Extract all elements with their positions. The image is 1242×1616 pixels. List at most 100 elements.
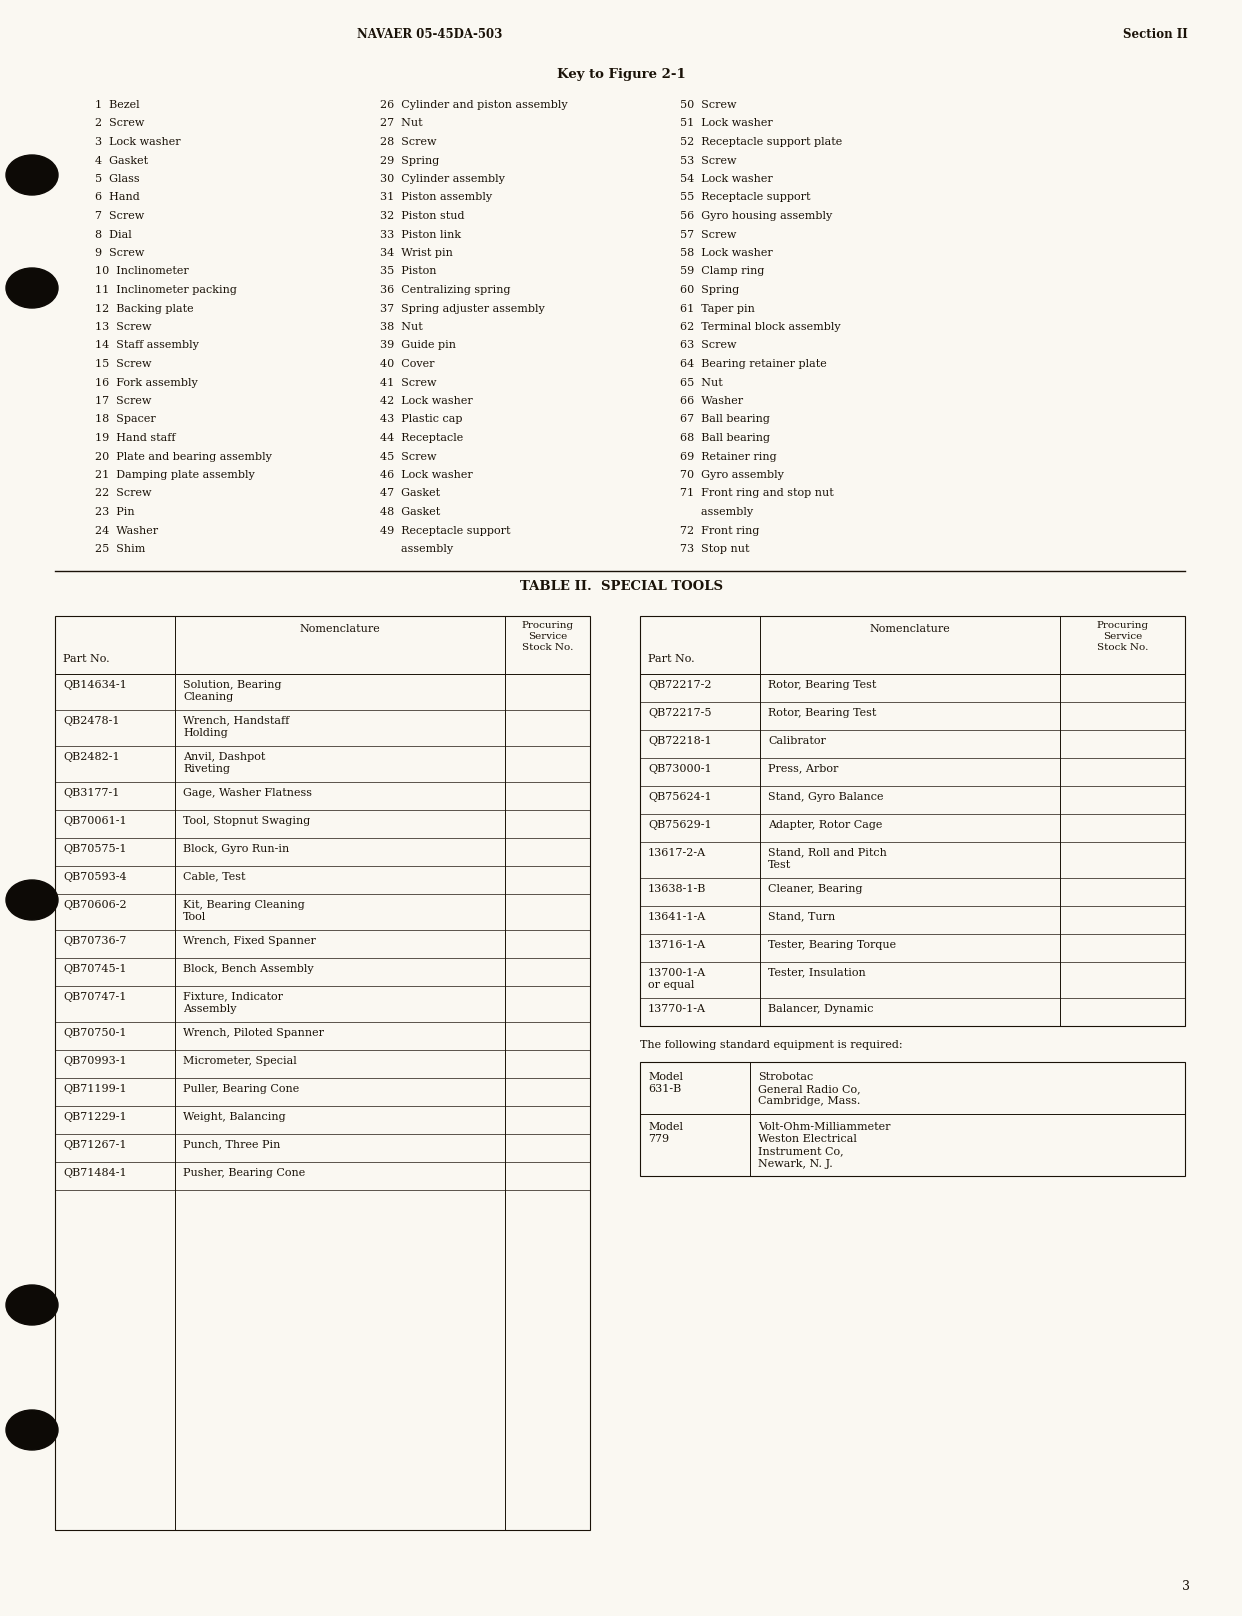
Text: 17  Screw: 17 Screw bbox=[94, 396, 152, 406]
Text: Stand, Turn: Stand, Turn bbox=[768, 911, 836, 921]
Text: 72  Front ring: 72 Front ring bbox=[681, 525, 759, 535]
Text: QB14634-1: QB14634-1 bbox=[63, 679, 127, 690]
Text: Tester, Insulation: Tester, Insulation bbox=[768, 968, 866, 978]
Text: 3: 3 bbox=[1182, 1580, 1190, 1593]
Text: 58  Lock washer: 58 Lock washer bbox=[681, 247, 773, 259]
Text: 50  Screw: 50 Screw bbox=[681, 100, 737, 110]
Text: Micrometer, Special: Micrometer, Special bbox=[183, 1055, 297, 1065]
Text: 67  Ball bearing: 67 Ball bearing bbox=[681, 414, 770, 425]
Text: QB70736-7: QB70736-7 bbox=[63, 936, 127, 945]
Text: QB70750-1: QB70750-1 bbox=[63, 1028, 127, 1037]
Text: 10  Inclinometer: 10 Inclinometer bbox=[94, 267, 189, 276]
Text: 13641-1-A: 13641-1-A bbox=[648, 911, 707, 921]
Text: QB70993-1: QB70993-1 bbox=[63, 1055, 127, 1065]
Text: 8  Dial: 8 Dial bbox=[94, 229, 132, 239]
Text: 39  Guide pin: 39 Guide pin bbox=[380, 341, 456, 351]
Text: 30  Cylinder assembly: 30 Cylinder assembly bbox=[380, 175, 505, 184]
Text: QB70606-2: QB70606-2 bbox=[63, 900, 127, 910]
Text: 20  Plate and bearing assembly: 20 Plate and bearing assembly bbox=[94, 451, 272, 462]
Text: 40  Cover: 40 Cover bbox=[380, 359, 435, 368]
Text: 33  Piston link: 33 Piston link bbox=[380, 229, 461, 239]
Text: assembly: assembly bbox=[681, 507, 753, 517]
Text: QB2478-1: QB2478-1 bbox=[63, 716, 119, 726]
Text: Cable, Test: Cable, Test bbox=[183, 871, 246, 881]
Text: Rotor, Bearing Test: Rotor, Bearing Test bbox=[768, 708, 877, 718]
Text: NAVAER 05-45DA-503: NAVAER 05-45DA-503 bbox=[358, 27, 503, 40]
Text: 73  Stop nut: 73 Stop nut bbox=[681, 545, 749, 554]
Bar bbox=[640, 616, 1185, 1026]
Text: 46  Lock washer: 46 Lock washer bbox=[380, 470, 473, 480]
Text: 3  Lock washer: 3 Lock washer bbox=[94, 137, 180, 147]
Text: 25  Shim: 25 Shim bbox=[94, 545, 145, 554]
Text: Kit, Bearing Cleaning
Tool: Kit, Bearing Cleaning Tool bbox=[183, 900, 304, 921]
Text: Press, Arbor: Press, Arbor bbox=[768, 763, 838, 774]
Text: assembly: assembly bbox=[380, 545, 453, 554]
Text: QB72217-5: QB72217-5 bbox=[648, 708, 712, 718]
Text: Volt-Ohm-Milliammeter
Weston Electrical
Instrument Co,
Newark, N. J.: Volt-Ohm-Milliammeter Weston Electrical … bbox=[758, 1122, 891, 1168]
Text: QB71267-1: QB71267-1 bbox=[63, 1139, 127, 1149]
Text: Procuring
Service
Stock No.: Procuring Service Stock No. bbox=[1097, 622, 1149, 651]
Text: Fixture, Indicator
Assembly: Fixture, Indicator Assembly bbox=[183, 992, 283, 1013]
Text: Balancer, Dynamic: Balancer, Dynamic bbox=[768, 1004, 873, 1013]
Text: 13617-2-A: 13617-2-A bbox=[648, 847, 707, 858]
Text: 34  Wrist pin: 34 Wrist pin bbox=[380, 247, 453, 259]
Text: 43  Plastic cap: 43 Plastic cap bbox=[380, 414, 462, 425]
Text: 38  Nut: 38 Nut bbox=[380, 322, 422, 331]
Text: QB2482-1: QB2482-1 bbox=[63, 751, 119, 761]
Text: 19  Hand staff: 19 Hand staff bbox=[94, 433, 175, 443]
Text: Rotor, Bearing Test: Rotor, Bearing Test bbox=[768, 679, 877, 690]
Text: Key to Figure 2-1: Key to Figure 2-1 bbox=[556, 68, 686, 81]
Text: 62  Terminal block assembly: 62 Terminal block assembly bbox=[681, 322, 841, 331]
Text: 13700-1-A
or equal: 13700-1-A or equal bbox=[648, 968, 707, 989]
Text: Nomenclature: Nomenclature bbox=[869, 624, 950, 633]
Text: 65  Nut: 65 Nut bbox=[681, 378, 723, 388]
Ellipse shape bbox=[6, 1411, 58, 1450]
Text: Procuring
Service
Stock No.: Procuring Service Stock No. bbox=[522, 622, 574, 651]
Text: 6  Hand: 6 Hand bbox=[94, 192, 140, 202]
Text: QB70745-1: QB70745-1 bbox=[63, 963, 127, 973]
Text: Anvil, Dashpot
Riveting: Anvil, Dashpot Riveting bbox=[183, 751, 266, 774]
Text: Pusher, Bearing Cone: Pusher, Bearing Cone bbox=[183, 1167, 306, 1178]
Text: 12  Backing plate: 12 Backing plate bbox=[94, 304, 194, 314]
Text: 27  Nut: 27 Nut bbox=[380, 118, 422, 129]
Text: 41  Screw: 41 Screw bbox=[380, 378, 436, 388]
Text: 71  Front ring and stop nut: 71 Front ring and stop nut bbox=[681, 488, 833, 498]
Text: Block, Bench Assembly: Block, Bench Assembly bbox=[183, 963, 314, 973]
Text: Stand, Gyro Balance: Stand, Gyro Balance bbox=[768, 792, 883, 802]
Bar bbox=[640, 1062, 1185, 1175]
Text: QB75624-1: QB75624-1 bbox=[648, 792, 712, 802]
Text: 36  Centralizing spring: 36 Centralizing spring bbox=[380, 284, 510, 296]
Text: 11  Inclinometer packing: 11 Inclinometer packing bbox=[94, 284, 237, 296]
Text: 61  Taper pin: 61 Taper pin bbox=[681, 304, 755, 314]
Text: 52  Receptacle support plate: 52 Receptacle support plate bbox=[681, 137, 842, 147]
Text: 45  Screw: 45 Screw bbox=[380, 451, 436, 462]
Text: 2  Screw: 2 Screw bbox=[94, 118, 144, 129]
Text: Tester, Bearing Torque: Tester, Bearing Torque bbox=[768, 939, 897, 950]
Text: Punch, Three Pin: Punch, Three Pin bbox=[183, 1139, 281, 1149]
Text: 13716-1-A: 13716-1-A bbox=[648, 939, 707, 950]
Text: 42  Lock washer: 42 Lock washer bbox=[380, 396, 473, 406]
Text: QB70061-1: QB70061-1 bbox=[63, 816, 127, 826]
Ellipse shape bbox=[6, 1285, 58, 1325]
Text: 69  Retainer ring: 69 Retainer ring bbox=[681, 451, 776, 462]
Text: Nomenclature: Nomenclature bbox=[299, 624, 380, 633]
Text: 1  Bezel: 1 Bezel bbox=[94, 100, 139, 110]
Ellipse shape bbox=[6, 155, 58, 196]
Text: QB71229-1: QB71229-1 bbox=[63, 1112, 127, 1122]
Text: Section II: Section II bbox=[1123, 27, 1187, 40]
Text: Puller, Bearing Cone: Puller, Bearing Cone bbox=[183, 1083, 299, 1094]
Text: QB70593-4: QB70593-4 bbox=[63, 871, 127, 881]
Text: 22  Screw: 22 Screw bbox=[94, 488, 152, 498]
Text: 4  Gasket: 4 Gasket bbox=[94, 155, 148, 165]
Text: 66  Washer: 66 Washer bbox=[681, 396, 743, 406]
Text: QB75629-1: QB75629-1 bbox=[648, 819, 712, 829]
Text: Model
779: Model 779 bbox=[648, 1122, 683, 1144]
Text: QB70575-1: QB70575-1 bbox=[63, 844, 127, 853]
Text: The following standard equipment is required:: The following standard equipment is requ… bbox=[640, 1039, 903, 1049]
Text: QB73000-1: QB73000-1 bbox=[648, 763, 712, 774]
Text: Adapter, Rotor Cage: Adapter, Rotor Cage bbox=[768, 819, 882, 829]
Text: 23  Pin: 23 Pin bbox=[94, 507, 134, 517]
Text: Model
631-B: Model 631-B bbox=[648, 1071, 683, 1094]
Text: Part No.: Part No. bbox=[63, 653, 109, 664]
Text: 54  Lock washer: 54 Lock washer bbox=[681, 175, 773, 184]
